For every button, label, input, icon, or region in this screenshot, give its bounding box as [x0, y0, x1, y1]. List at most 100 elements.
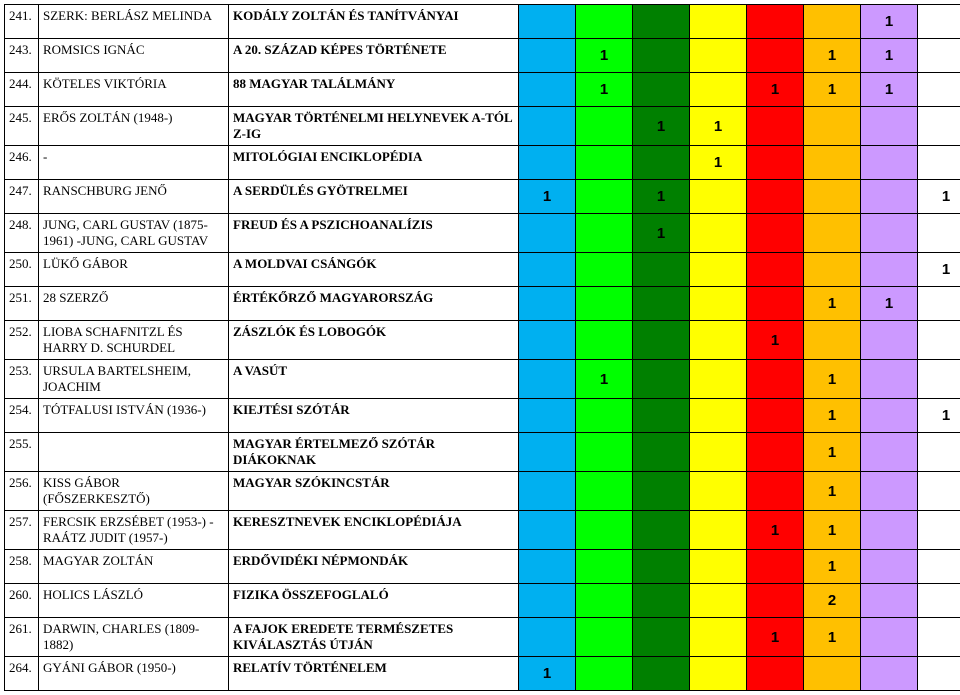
- value-cell: 1: [576, 73, 633, 107]
- title-cell: KODÁLY ZOLTÁN ÉS TANÍTVÁNYAI: [229, 5, 519, 39]
- title-cell: A SERDÜLÉS GYÖTRELMEI: [229, 180, 519, 214]
- table-row: 257.FERCSIK ERZSÉBET (1953-) - RAÁTZ JUD…: [5, 511, 960, 550]
- title-cell: 88 MAGYAR TALÁLMÁNY: [229, 73, 519, 107]
- value-cell: [576, 511, 633, 550]
- title-cell: RELATÍV TÖRTÉNELEM: [229, 657, 519, 691]
- row-number: 254.: [5, 399, 39, 433]
- value-cell: [861, 511, 918, 550]
- table-row: 250.LÜKŐ GÁBORA MOLDVAI CSÁNGÓK 1: [5, 253, 960, 287]
- value-cell: 1: [519, 657, 576, 691]
- value-cell: [861, 146, 918, 180]
- value-cell: [633, 321, 690, 360]
- title-cell: ERDŐVIDÉKI NÉPMONDÁK: [229, 550, 519, 584]
- value-cell: 1: [804, 550, 861, 584]
- value-cell: [690, 73, 747, 107]
- title-cell: A MOLDVAI CSÁNGÓK: [229, 253, 519, 287]
- value-cell: [576, 550, 633, 584]
- title-cell: MITOLÓGIAI ENCIKLOPÉDIA: [229, 146, 519, 180]
- author-cell: TÓTFALUSI ISTVÁN (1936-): [39, 399, 229, 433]
- value-cell: [747, 287, 804, 321]
- value-cell: [918, 360, 960, 399]
- value-cell: 1: [576, 360, 633, 399]
- value-cell: [918, 287, 960, 321]
- table-row: 261.DARWIN, CHARLES (1809-1882)A FAJOK E…: [5, 618, 960, 657]
- value-cell: 2: [804, 584, 861, 618]
- title-cell: FREUD ÉS A PSZICHOANALÍZIS: [229, 214, 519, 253]
- value-cell: [918, 511, 960, 550]
- value-cell: [576, 657, 633, 691]
- value-cell: [576, 107, 633, 146]
- value-cell: [690, 5, 747, 39]
- title-cell: FIZIKA ÖSSZEFOGLALÓ: [229, 584, 519, 618]
- title-cell: ÉRTÉKŐRZŐ MAGYARORSZÁG: [229, 287, 519, 321]
- value-cell: [747, 360, 804, 399]
- value-cell: [804, 146, 861, 180]
- value-cell: [576, 5, 633, 39]
- value-cell: [747, 472, 804, 511]
- value-cell: [690, 399, 747, 433]
- value-cell: [747, 584, 804, 618]
- value-cell: 1: [747, 511, 804, 550]
- value-cell: 1: [747, 618, 804, 657]
- value-cell: [690, 360, 747, 399]
- value-cell: [576, 584, 633, 618]
- row-number: 241.: [5, 5, 39, 39]
- title-cell: KERESZTNEVEK ENCIKLOPÉDIÁJA: [229, 511, 519, 550]
- table-row: 246.-MITOLÓGIAI ENCIKLOPÉDIA 1: [5, 146, 960, 180]
- value-cell: [576, 287, 633, 321]
- value-cell: [804, 657, 861, 691]
- title-cell: MAGYAR SZÓKINCSTÁR: [229, 472, 519, 511]
- value-cell: [633, 511, 690, 550]
- value-cell: 1: [918, 399, 960, 433]
- value-cell: [861, 618, 918, 657]
- value-cell: [690, 39, 747, 73]
- row-number: 246.: [5, 146, 39, 180]
- value-cell: 1: [804, 433, 861, 472]
- table-row: 264.GYÁNI GÁBOR (1950-)RELATÍV TÖRTÉNELE…: [5, 657, 960, 691]
- value-cell: 1: [690, 146, 747, 180]
- value-cell: [918, 550, 960, 584]
- table-row: 252.LIOBA SCHAFNITZL ÉS HARRY D. SCHURDE…: [5, 321, 960, 360]
- value-cell: 1: [633, 180, 690, 214]
- value-cell: [519, 107, 576, 146]
- author-cell: KISS GÁBOR (FŐSZERKESZTŐ): [39, 472, 229, 511]
- row-number: 253.: [5, 360, 39, 399]
- value-cell: [690, 321, 747, 360]
- value-cell: 1: [918, 253, 960, 287]
- value-cell: [918, 657, 960, 691]
- value-cell: [918, 584, 960, 618]
- value-cell: 1: [804, 287, 861, 321]
- value-cell: [576, 253, 633, 287]
- value-cell: [519, 399, 576, 433]
- value-cell: [519, 360, 576, 399]
- author-cell: 28 SZERZŐ: [39, 287, 229, 321]
- author-cell: DARWIN, CHARLES (1809-1882): [39, 618, 229, 657]
- title-cell: KIEJTÉSI SZÓTÁR: [229, 399, 519, 433]
- table-row: 243.ROMSICS IGNÁCA 20. SZÁZAD KÉPES TÖRT…: [5, 39, 960, 73]
- author-cell: LÜKŐ GÁBOR: [39, 253, 229, 287]
- author-cell: FERCSIK ERZSÉBET (1953-) - RAÁTZ JUDIT (…: [39, 511, 229, 550]
- value-cell: [747, 39, 804, 73]
- value-cell: [747, 657, 804, 691]
- value-cell: [633, 472, 690, 511]
- row-number: 250.: [5, 253, 39, 287]
- value-cell: [519, 146, 576, 180]
- value-cell: [861, 321, 918, 360]
- author-cell: -: [39, 146, 229, 180]
- author-cell: KÖTELES VIKTÓRIA: [39, 73, 229, 107]
- value-cell: [576, 472, 633, 511]
- value-cell: [918, 39, 960, 73]
- value-cell: [633, 550, 690, 584]
- row-number: 252.: [5, 321, 39, 360]
- author-cell: URSULA BARTELSHEIM, JOACHIM: [39, 360, 229, 399]
- value-cell: [690, 180, 747, 214]
- value-cell: [861, 107, 918, 146]
- value-cell: 1: [804, 73, 861, 107]
- value-cell: [861, 584, 918, 618]
- author-cell: RANSCHBURG JENŐ: [39, 180, 229, 214]
- table-row: 248.JUNG, CARL GUSTAV (1875-1961) -JUNG,…: [5, 214, 960, 253]
- value-cell: [633, 146, 690, 180]
- value-cell: 1: [804, 39, 861, 73]
- value-cell: [519, 433, 576, 472]
- value-cell: [576, 146, 633, 180]
